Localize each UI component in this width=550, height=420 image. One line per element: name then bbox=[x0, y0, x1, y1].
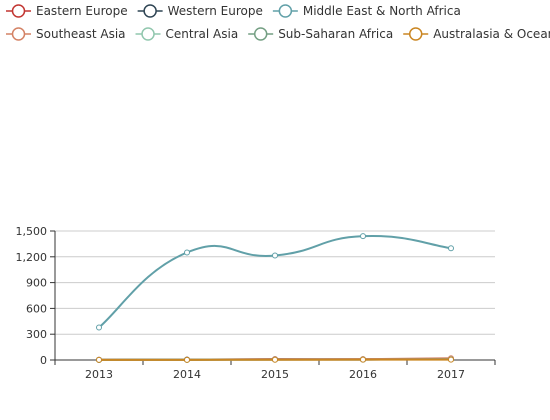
legend-marker bbox=[253, 27, 268, 41]
data-point bbox=[360, 233, 366, 240]
legend-marker bbox=[278, 4, 293, 18]
legend-marker bbox=[11, 4, 26, 18]
data-point bbox=[448, 356, 454, 363]
legend-marker bbox=[143, 4, 157, 18]
legend-item-eastern-europe: Eastern Europe bbox=[6, 4, 128, 18]
legend-label: Southeast Asia bbox=[36, 27, 126, 41]
data-point bbox=[448, 245, 454, 252]
y-tick-label: 1,200 bbox=[16, 251, 48, 264]
legend-label: Middle East & North Africa bbox=[303, 4, 461, 18]
x-tick-label: 2013 bbox=[85, 368, 113, 381]
legend-item-sub-saharan-africa: Sub-Saharan Africa bbox=[248, 27, 393, 41]
data-point bbox=[272, 356, 278, 363]
y-tick-label: 0 bbox=[40, 354, 47, 367]
x-tick-label: 2015 bbox=[261, 368, 289, 381]
legend-marker bbox=[408, 27, 423, 41]
x-tick-label: 2017 bbox=[437, 368, 465, 381]
legend-label: Australasia & Oceania bbox=[433, 27, 550, 41]
legend-item-middle-east-north-africa: Middle East & North Africa bbox=[272, 4, 461, 18]
data-point bbox=[96, 324, 102, 331]
legend-label: Eastern Europe bbox=[36, 4, 128, 18]
data-point bbox=[184, 356, 190, 363]
legend-label: Western Europe bbox=[168, 4, 263, 18]
data-point bbox=[96, 356, 102, 363]
legend-marker bbox=[11, 27, 26, 41]
series-line bbox=[98, 234, 452, 329]
x-tick-label: 2014 bbox=[173, 368, 201, 381]
data-point bbox=[272, 252, 278, 259]
y-tick-label: 600 bbox=[26, 302, 47, 315]
y-tick-label: 1,500 bbox=[16, 225, 48, 238]
x-tick-label: 2016 bbox=[349, 368, 377, 381]
grid bbox=[55, 230, 495, 361]
legend-marker bbox=[141, 27, 155, 41]
legend-item-southeast-asia: Southeast Asia bbox=[6, 27, 126, 41]
legend-item-western-europe: Western Europe bbox=[137, 4, 263, 18]
y-tick-label: 300 bbox=[26, 328, 47, 341]
data-point bbox=[360, 356, 366, 363]
axes: 0 300 600 900 1,200 1,500 2013 2014 2015 2016 2017 bbox=[16, 225, 496, 381]
data-point bbox=[184, 249, 190, 256]
legend-item-central-asia: Central Asia bbox=[135, 27, 239, 41]
legend-label: Central Asia bbox=[166, 27, 239, 41]
legend-item-australasia-oceania: Australasia & Oceania bbox=[403, 27, 550, 41]
series-group bbox=[96, 233, 454, 363]
series-middle-east-north-africa bbox=[96, 233, 454, 331]
legend-label: Sub-Saharan Africa bbox=[278, 27, 393, 41]
y-tick-label: 900 bbox=[26, 277, 47, 290]
legend: Eastern Europe Western Europe Middle East … bbox=[6, 4, 550, 41]
series-australasia-oceania bbox=[96, 356, 454, 363]
